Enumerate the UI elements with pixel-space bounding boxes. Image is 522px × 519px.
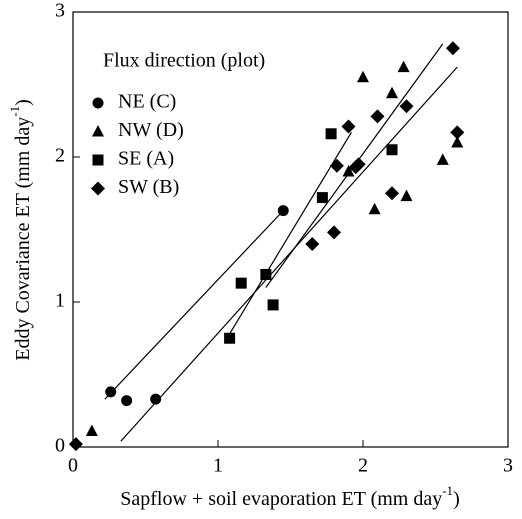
legend-marker — [92, 125, 104, 137]
data-point — [329, 158, 344, 173]
x-tick-label: 1 — [213, 455, 223, 477]
data-point — [121, 395, 133, 407]
data-point — [327, 225, 341, 240]
data-point — [397, 60, 410, 73]
data-point — [105, 386, 117, 398]
x-axis-label: Sapflow + soil evaporation ET (mm day-1) — [120, 483, 459, 510]
legend-label: NW (D) — [118, 119, 184, 141]
data-point — [445, 41, 460, 56]
data-point — [450, 125, 465, 140]
legend-marker — [91, 181, 105, 196]
fit-line — [120, 66, 458, 442]
x-label-sup: -1 — [442, 483, 453, 498]
data-point — [351, 157, 366, 172]
data-point — [316, 192, 328, 204]
legend-label: NE (C) — [118, 91, 176, 113]
y-axis-label: Eddy Covariance ET (mm day-1) — [7, 99, 34, 361]
x-tick-label: 2 — [358, 455, 368, 477]
y-label-sup: -1 — [7, 106, 22, 117]
y-tick-label: 1 — [55, 290, 65, 312]
y-tick-label: 3 — [55, 0, 65, 22]
x-label-end: ) — [453, 488, 460, 510]
data-point — [68, 437, 83, 452]
data-point — [277, 205, 289, 217]
data-point — [436, 153, 449, 165]
data-point — [85, 424, 98, 437]
data-point — [224, 332, 236, 344]
data-point — [451, 136, 464, 148]
data-point — [386, 86, 398, 99]
x-tick-label: 0 — [68, 455, 78, 477]
fit-line — [104, 210, 284, 400]
y-label-text: Eddy Covariance ET (mm day — [12, 117, 34, 361]
y-tick-label: 2 — [55, 145, 65, 167]
data-point — [235, 277, 247, 289]
data-point — [400, 189, 413, 202]
legend-title: Flux direction (plot) — [103, 50, 265, 72]
data-point — [341, 119, 356, 134]
data-point — [385, 186, 399, 201]
legend-label: SW (B) — [118, 176, 179, 198]
data-point — [399, 99, 414, 114]
data-point — [150, 393, 162, 405]
legend-marker — [92, 154, 104, 166]
x-tick-label: 3 — [503, 455, 513, 477]
plot-frame — [72, 11, 509, 448]
data-point — [357, 70, 369, 83]
data-point — [368, 202, 381, 215]
legend-label: SE (A) — [118, 148, 174, 170]
data-point — [342, 165, 355, 177]
y-label-end: ) — [12, 99, 34, 106]
data-point — [260, 268, 272, 280]
data-point — [305, 237, 320, 251]
data-point — [267, 299, 279, 311]
data-point — [325, 128, 337, 140]
y-tick-label: 0 — [55, 435, 65, 457]
x-label-text: Sapflow + soil evaporation ET (mm day — [120, 488, 442, 510]
legend-marker — [92, 97, 104, 109]
data-point — [370, 109, 385, 124]
data-point — [386, 144, 398, 156]
